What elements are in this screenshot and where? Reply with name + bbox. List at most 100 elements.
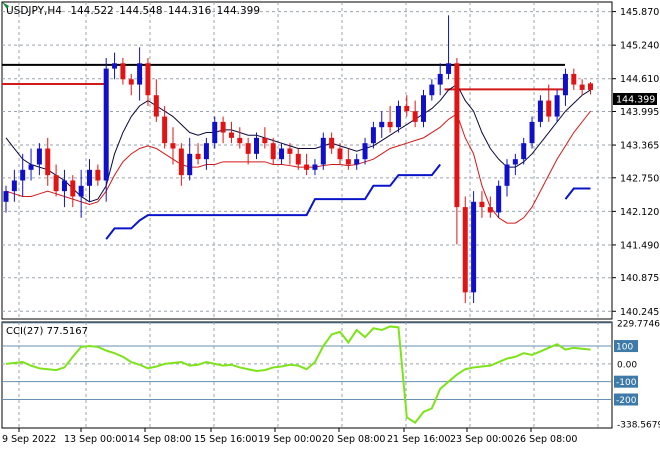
candle <box>162 105 168 149</box>
price-tick-label: 140.245 <box>620 307 659 318</box>
price-tick-label: 143.995 <box>620 107 659 118</box>
time-axis-label: 14 Sep 08:00 <box>128 434 191 445</box>
candle <box>496 180 502 218</box>
candle-body <box>195 153 201 160</box>
candle-body <box>320 137 326 165</box>
candle <box>36 143 42 176</box>
time-axis-label: 19 Sep 00:00 <box>258 434 321 445</box>
candle <box>337 143 343 165</box>
candle <box>120 57 126 85</box>
candle <box>203 137 209 170</box>
candle <box>354 153 360 170</box>
candle-body <box>504 164 510 186</box>
candle <box>512 153 518 176</box>
candle <box>329 132 335 154</box>
candle <box>554 89 560 122</box>
candle <box>112 52 118 80</box>
cci-line <box>2 322 612 424</box>
candle <box>429 79 435 101</box>
candle <box>78 169 84 218</box>
candle <box>254 132 259 160</box>
candle-body <box>3 191 9 202</box>
candle-body <box>304 164 310 170</box>
candle <box>287 143 293 165</box>
candle <box>20 153 26 197</box>
candle-body <box>370 127 376 144</box>
time-axis-label: 15 Sep 16:00 <box>194 434 257 445</box>
candle <box>387 105 393 133</box>
candles <box>3 15 593 304</box>
cci-level-tag <box>614 375 638 388</box>
candle <box>3 185 9 213</box>
candle <box>421 89 426 128</box>
price-axis: 145.870 145.240 144.610 143.995 143.365 142.7… <box>612 7 659 318</box>
time-axis-label: 20 Sep 08:00 <box>322 434 385 445</box>
candle <box>370 121 376 149</box>
candle-body <box>262 137 268 144</box>
candle <box>412 100 418 128</box>
candle <box>479 191 485 218</box>
candle-body <box>354 159 360 165</box>
candle-body <box>178 148 184 176</box>
candle <box>437 63 443 96</box>
candle <box>471 191 477 304</box>
price-tick-label: 140.875 <box>620 273 659 284</box>
candle <box>588 82 593 95</box>
support-line-blue-2 <box>564 187 591 200</box>
candle-body <box>471 201 477 293</box>
candle-body <box>554 95 560 117</box>
candle-body <box>137 63 143 85</box>
candle-body <box>203 143 209 160</box>
candle <box>446 15 452 80</box>
current-price-tag <box>613 93 657 105</box>
price-tick-label: 143.365 <box>620 141 659 152</box>
header-open: 144.522 <box>70 5 113 17</box>
candle <box>237 127 243 149</box>
candle-body <box>512 159 518 165</box>
candle-body <box>529 121 535 144</box>
candle-body <box>95 169 101 181</box>
cci-axis: 229.7746 100 0.00 -100 -200 -338.5679 <box>614 319 660 431</box>
current-price-text: 144.399 <box>616 95 655 106</box>
candle <box>145 57 151 106</box>
header-high: 144.548 <box>119 5 162 17</box>
candle <box>462 196 468 304</box>
candle <box>228 121 234 144</box>
candle-body <box>270 143 276 160</box>
candle-body <box>20 169 26 181</box>
candle <box>128 73 134 96</box>
candle <box>537 95 543 128</box>
candle-body <box>128 79 134 85</box>
candle <box>11 169 17 202</box>
candle-body <box>571 73 577 85</box>
cci-panel-frame <box>1 321 613 429</box>
candle-body <box>295 153 301 165</box>
candle-body <box>404 105 410 112</box>
header-close: 144.399 <box>217 5 260 17</box>
candle <box>579 79 585 96</box>
candle-body <box>162 116 168 144</box>
candle <box>28 148 34 181</box>
candle <box>571 68 577 90</box>
candle-body <box>329 137 335 149</box>
candle-body <box>537 100 543 122</box>
candle <box>103 57 109 202</box>
candle <box>487 196 493 218</box>
candle-body <box>145 63 151 96</box>
time-axis-label: 21 Sep 16:00 <box>387 434 450 445</box>
cci-axis-label: -200 <box>616 396 637 406</box>
time-axis-label: 23 Sep 00:00 <box>450 434 513 445</box>
cci-level-tag <box>614 340 638 353</box>
candle <box>295 148 301 170</box>
candle-body <box>312 164 318 170</box>
candle <box>262 127 268 149</box>
cci-axis-label: 229.7746 <box>617 319 660 329</box>
support-line-blue <box>105 163 441 240</box>
candle <box>304 153 310 176</box>
candle-body <box>212 121 218 144</box>
candle-body <box>496 185 502 213</box>
candle <box>137 47 143 101</box>
candle-body <box>395 105 401 128</box>
